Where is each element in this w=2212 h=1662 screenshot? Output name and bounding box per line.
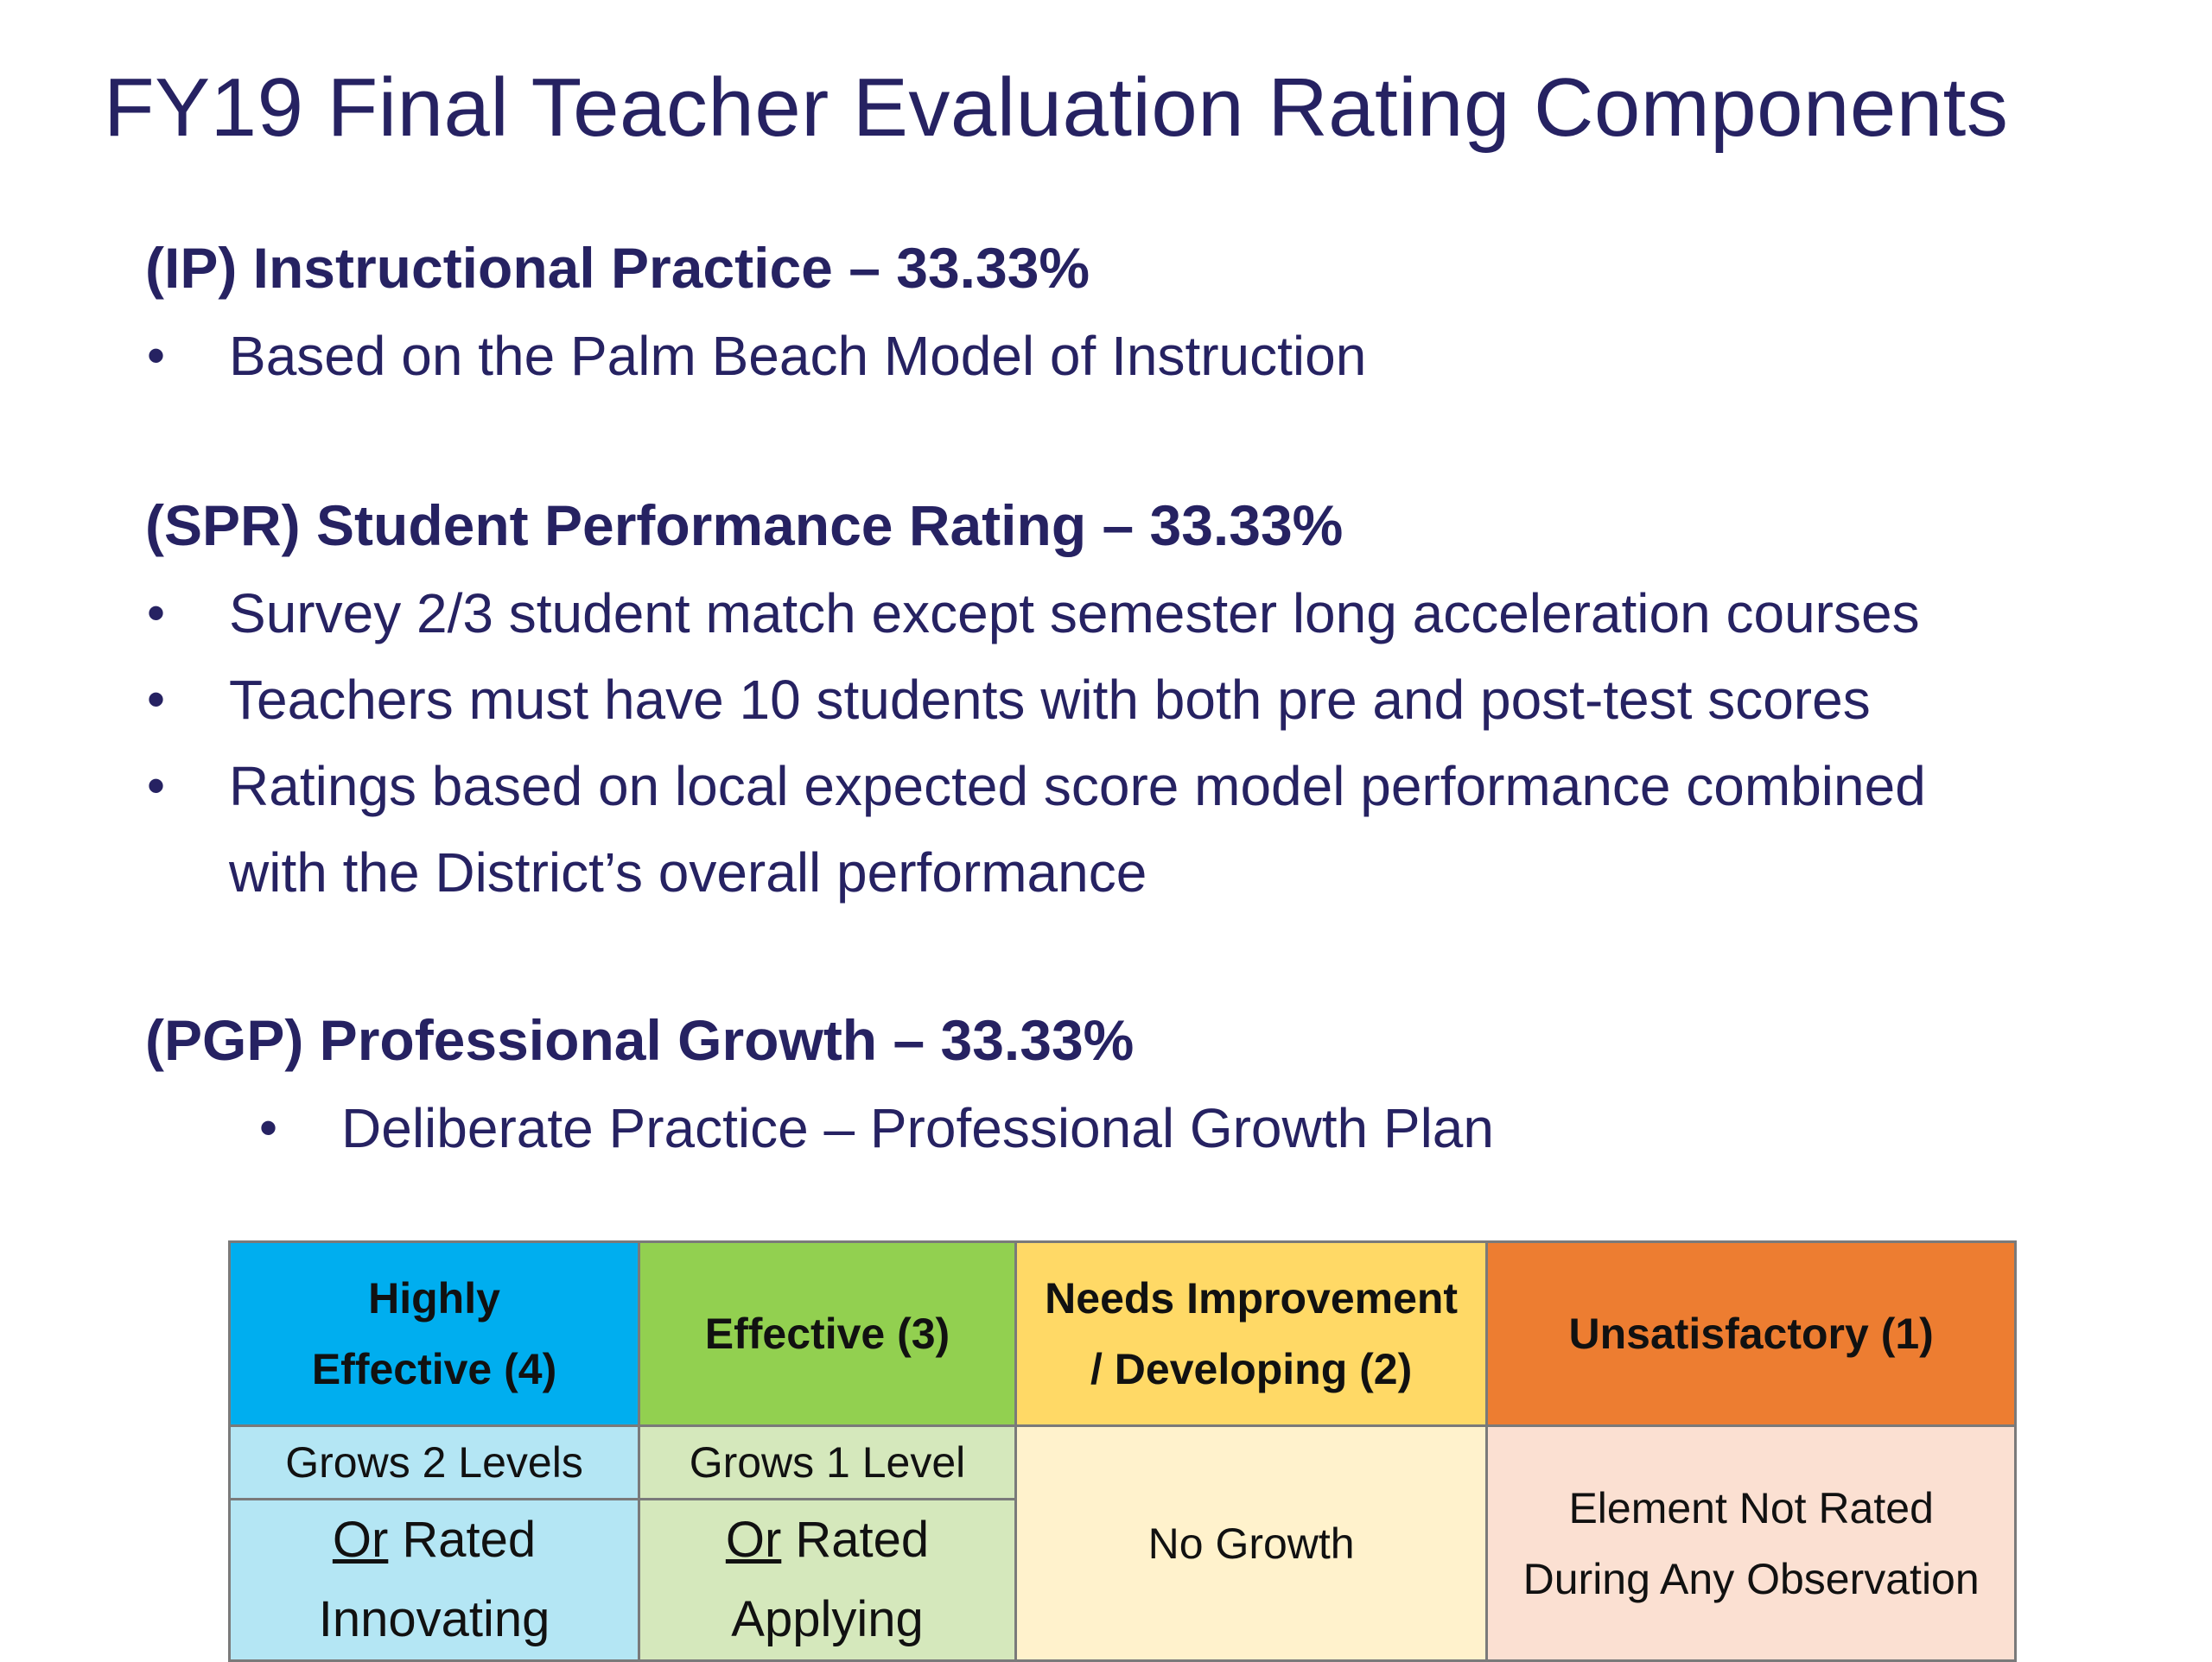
bullet-icon: • [147,670,166,728]
header-needs-improvement: Needs Improvement / Developing (2) [1014,1240,1489,1427]
bullet-icon: • [147,584,166,642]
header-highly-effective-line2: Effective (4) [311,1345,557,1393]
table-row: Or Rated Innovating Or Rated Applying [227,1498,2016,1662]
header-effective: Effective (3) [638,1240,1017,1427]
list-item: • Teachers must have 10 students with bo… [147,657,1926,743]
level-text: Applying [731,1591,924,1647]
table-row: Grows 2 Levels Grows 1 Level No Growth E… [227,1424,2017,1662]
header-highly-effective-line1: Highly [368,1274,500,1323]
level-text: Innovating [318,1591,550,1647]
section-heading-pgp: (PGP) Professional Growth – 33.33% [145,1008,1135,1072]
list-item: • Ratings based on local expected score … [147,743,1926,916]
cell-grows-1-level: Grows 1 Level [638,1424,1017,1500]
bullet-text: Based on the Palm Beach Model of Instruc… [229,325,1367,387]
rating-table: Highly Effective (4) Effective (3) Needs… [227,1240,2017,1662]
rated-text: Rated [388,1512,537,1568]
bullet-text-continuation: with the District’s overall performance [229,841,1147,904]
bullet-text: Deliberate Practice – Professional Growt… [341,1097,1494,1159]
rated-text: Rated [781,1512,930,1568]
cell-rated-innovating: Or Rated Innovating [227,1498,641,1662]
or-text: Or [332,1512,389,1568]
header-needs-improvement-line2: / Developing (2) [1090,1345,1413,1393]
list-item: • Survey 2/3 student match except semest… [147,570,1926,657]
list-item: • Deliberate Practice – Professional Gro… [259,1085,1494,1171]
bullet-list-spr: • Survey 2/3 student match except semest… [147,570,1926,916]
cell-element-not-rated: Element Not Rated During Any Observation [1485,1424,2017,1662]
bullet-text: Teachers must have 10 students with both… [229,669,1871,731]
header-needs-improvement-line1: Needs Improvement [1045,1274,1459,1323]
header-highly-effective: Highly Effective (4) [227,1240,641,1427]
section-heading-ip: (IP) Instructional Practice – 33.33% [145,236,1090,300]
section-heading-spr: (SPR) Student Performance Rating – 33.33… [145,493,1344,557]
table-header-row: Highly Effective (4) Effective (3) Needs… [227,1240,2017,1427]
bullet-icon: • [147,757,166,815]
list-item: • Based on the Palm Beach Model of Instr… [147,313,1367,399]
cell-element-not-rated-line1: Element Not Rated [1568,1483,1934,1532]
slide-title: FY19 Final Teacher Evaluation Rating Com… [104,61,2009,154]
bullet-icon: • [147,327,166,384]
bullet-list-pgp: • Deliberate Practice – Professional Gro… [259,1085,1494,1171]
cell-grows-2-levels: Grows 2 Levels [227,1424,641,1500]
bullet-list-ip: • Based on the Palm Beach Model of Instr… [147,313,1367,399]
bullet-icon: • [259,1099,278,1157]
or-text: Or [725,1512,782,1568]
cell-element-not-rated-line2: During Any Observation [1522,1554,1980,1603]
bullet-text: Ratings based on local expected score mo… [229,755,1926,817]
bullet-text: Survey 2/3 student match except semester… [229,582,1920,644]
cell-no-growth: No Growth [1014,1424,1489,1662]
cell-rated-applying: Or Rated Applying [638,1498,1017,1662]
header-unsatisfactory: Unsatisfactory (1) [1485,1240,2017,1427]
